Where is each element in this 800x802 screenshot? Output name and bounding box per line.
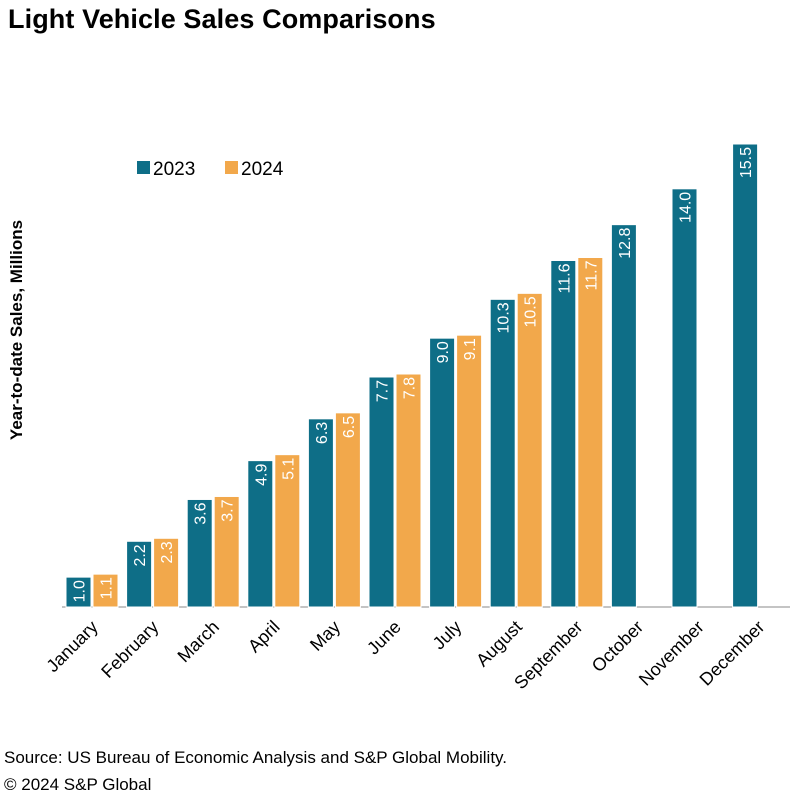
legend-swatch-2024 [225, 161, 238, 174]
data-label-2024-july: 9.1 [462, 338, 479, 360]
data-label-2024-september: 11.7 [583, 260, 600, 290]
x-tick-label-march: March [174, 617, 224, 667]
data-label-2024-may: 6.5 [341, 416, 358, 438]
copyright-note: © 2024 S&P Global [4, 775, 152, 794]
data-label-2023-june: 7.7 [375, 380, 392, 402]
data-label-2024-january: 1.1 [99, 577, 116, 599]
bar-2024-january [92, 573, 119, 608]
data-label-2024-june: 7.8 [402, 377, 419, 399]
data-label-2023-may: 6.3 [314, 422, 331, 444]
data-label-2024-march: 3.7 [220, 499, 237, 521]
bar-2023-june [368, 376, 395, 608]
bar-2023-november [671, 188, 698, 608]
bar-2024-june [395, 373, 422, 608]
x-tick-label-february: February [97, 617, 162, 682]
x-tick-label-may: May [306, 617, 344, 655]
data-label-2024-february: 2.3 [159, 541, 176, 563]
bar-2023-april [247, 460, 274, 608]
data-label-2023-november: 14.0 [678, 192, 695, 223]
data-label-2023-january: 1.0 [72, 580, 89, 602]
data-label-2023-december: 15.5 [738, 147, 755, 178]
x-tick-label-august: August [472, 617, 526, 671]
data-label-2023-august: 10.3 [496, 302, 513, 333]
bar-2024-march [213, 495, 240, 608]
data-label-2023-february: 2.2 [132, 544, 149, 566]
bar-2023-july [429, 337, 456, 608]
x-tick-label-december: December [696, 617, 769, 690]
bars-group: 1.0 1.1 2.2 2.3 3.6 3.7 4.9 5.1 6.3 6.5 7.7 7.8 9.0 9… [65, 143, 759, 608]
bar-2023-august [489, 298, 516, 608]
chart-title: Light Vehicle Sales Comparisons [8, 4, 436, 34]
bar-2023-january [65, 576, 92, 608]
bar-2024-may [334, 412, 361, 608]
data-label-2024-august: 10.5 [523, 296, 540, 327]
bar-2024-february [153, 537, 180, 608]
legend-swatch-2023 [137, 161, 150, 174]
y-axis-label: Year-to-date Sales, Millions [7, 220, 26, 440]
bar-2024-april [274, 454, 301, 608]
x-tick-label-july: July [429, 617, 466, 654]
data-label-2023-march: 3.6 [193, 502, 210, 524]
x-tick-label-april: April [244, 617, 284, 657]
bar-2023-december [732, 143, 759, 608]
bar-2023-february [126, 540, 153, 608]
x-tick-label-november: November [635, 617, 708, 690]
bar-2023-march [186, 498, 213, 608]
source-note: Source: US Bureau of Economic Analysis a… [4, 748, 508, 767]
bar-2024-september [577, 257, 604, 608]
legend-label-2023: 2023 [153, 159, 195, 180]
bar-2024-july [456, 334, 483, 608]
x-tick-label-january: January [42, 617, 101, 676]
data-label-2023-october: 12.8 [617, 228, 634, 259]
legend-label-2024: 2024 [241, 159, 284, 180]
bar-2023-may [307, 418, 334, 608]
bar-2024-august [516, 292, 543, 608]
x-tick-label-june: June [363, 617, 405, 659]
x-tick-label-october: October [588, 617, 647, 676]
bar-2023-september [550, 259, 577, 608]
data-label-2023-april: 4.9 [253, 464, 270, 486]
data-label-2023-september: 11.6 [556, 263, 573, 293]
bar-2023-october [610, 224, 637, 608]
data-label-2024-april: 5.1 [280, 458, 297, 480]
legend: 2023 2024 [137, 159, 284, 180]
data-label-2023-july: 9.0 [435, 341, 452, 363]
